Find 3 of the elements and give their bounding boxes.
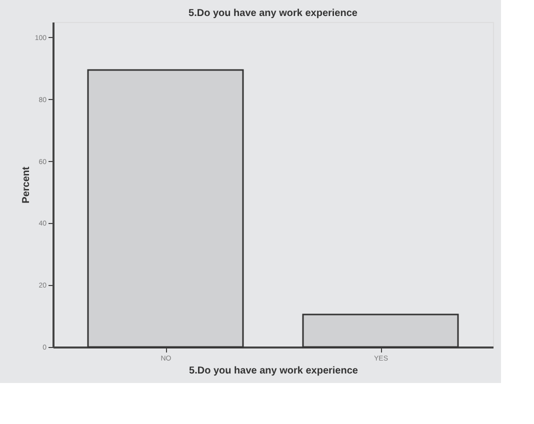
y-axis-title: Percent bbox=[20, 166, 32, 204]
x-axis-title: 5.Do you have any work experience bbox=[189, 366, 358, 376]
chart-title: 5.Do you have any work experience bbox=[188, 8, 358, 19]
